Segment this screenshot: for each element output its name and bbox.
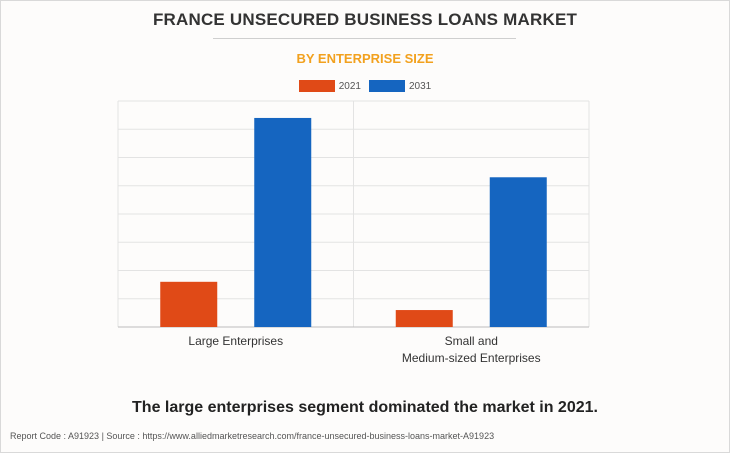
legend-swatch-2031 <box>369 80 405 92</box>
legend-label-2031: 2031 <box>409 80 432 92</box>
legend-item-2021[interactable]: 2021 <box>298 80 361 92</box>
title-divider <box>213 38 516 39</box>
bar-2031-1 <box>489 177 547 327</box>
bar-2031-0 <box>254 117 312 327</box>
legend-swatch-2021 <box>298 80 335 92</box>
bar-2021-0 <box>160 281 218 327</box>
chart-title: FRANCE UNSECURED BUSINESS LOANS MARKET <box>152 10 578 29</box>
chart-subtitle: BY ENTERPRISE SIZE <box>296 51 434 66</box>
x-tick-label: Small and <box>445 334 498 348</box>
x-tick-label: Large Enterprises <box>188 334 283 348</box>
chart-caption: The large enterprises segment dominated … <box>132 399 598 416</box>
bar-2021-1 <box>395 310 453 327</box>
legend: 2021 2031 <box>0 80 730 92</box>
legend-item-2031[interactable]: 2031 <box>369 80 431 92</box>
legend-label-2021: 2021 <box>338 80 361 92</box>
report-source-footer: Report Code : A91923 | Source : https://… <box>10 431 495 441</box>
x-tick-label: Medium-sized Enterprises <box>402 351 541 365</box>
